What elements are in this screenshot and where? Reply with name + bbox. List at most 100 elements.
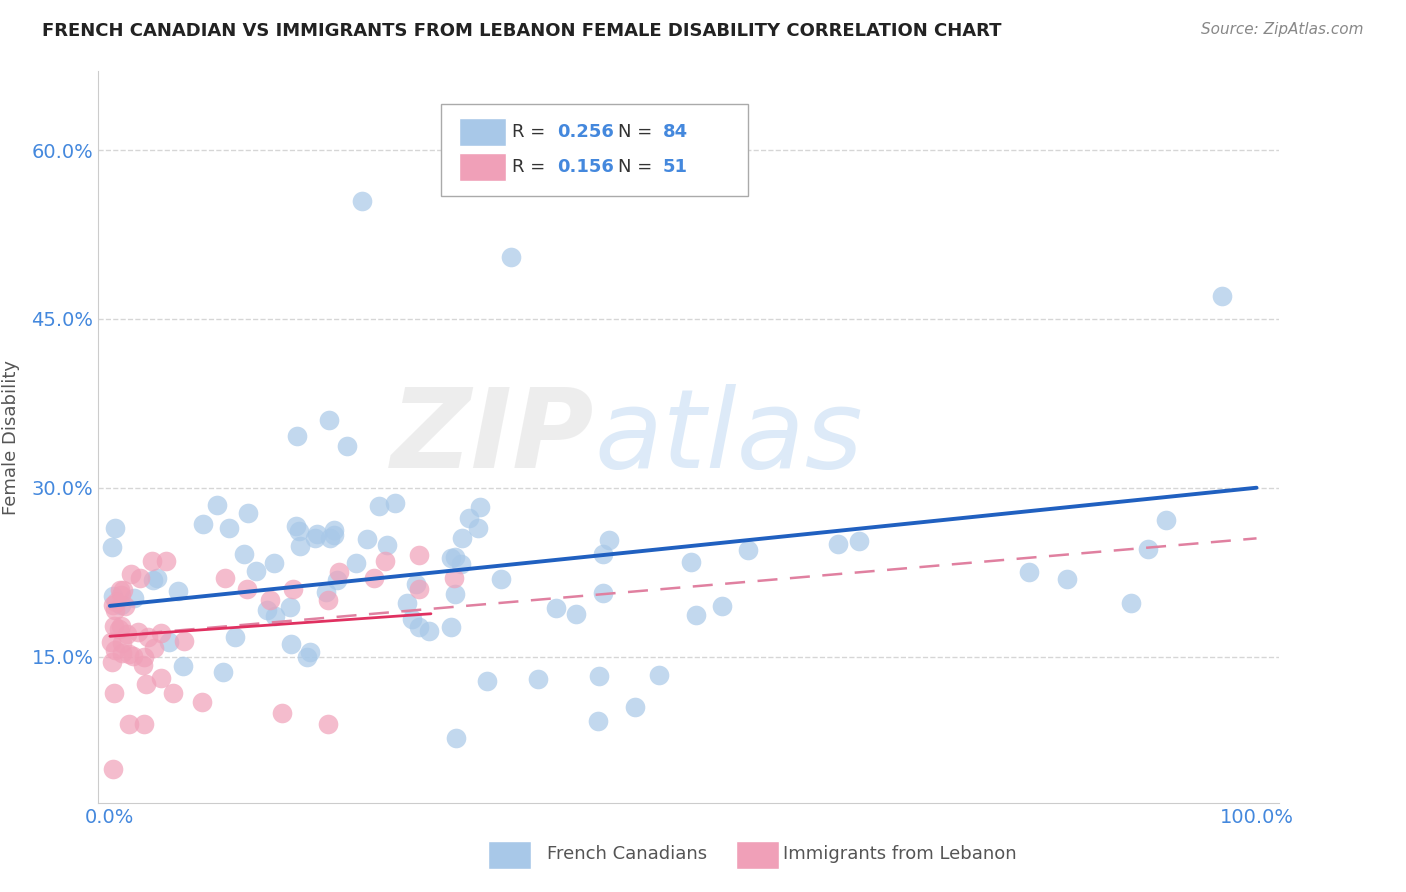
Point (297, 650, 319, 665)
Point (586, 714, 609, 729)
Point (304, 531, 326, 545)
Point (1137, 542, 1160, 557)
Point (328, 565, 350, 579)
Point (236, 506, 259, 520)
Point (315, 584, 337, 599)
Point (648, 668, 671, 682)
Point (592, 548, 614, 562)
Point (592, 586, 614, 600)
Point (111, 646, 134, 660)
FancyBboxPatch shape (458, 153, 506, 181)
Point (305, 527, 328, 541)
Point (526, 672, 548, 686)
Point (287, 429, 309, 443)
Point (115, 627, 138, 641)
Text: N =: N = (619, 158, 658, 177)
Point (173, 634, 195, 648)
Point (284, 519, 307, 533)
Y-axis label: Female Disability: Female Disability (3, 359, 21, 515)
Point (458, 511, 481, 525)
Point (283, 582, 305, 596)
Point (245, 564, 267, 578)
Point (104, 642, 127, 657)
Point (155, 554, 177, 568)
Point (110, 619, 132, 633)
Point (103, 762, 125, 776)
Point (588, 669, 610, 683)
Point (124, 591, 146, 606)
Point (401, 612, 423, 626)
Point (233, 547, 256, 561)
Text: 51: 51 (664, 158, 688, 177)
Point (288, 524, 311, 538)
Point (443, 571, 465, 585)
Point (848, 534, 870, 549)
Text: FRENCH CANADIAN VS IMMIGRANTS FROM LEBANON FEMALE DISABILITY CORRELATION CHART: FRENCH CANADIAN VS IMMIGRANTS FROM LEBAN… (42, 22, 1001, 40)
Point (127, 624, 149, 639)
Point (384, 495, 406, 509)
Point (111, 636, 134, 650)
Point (172, 659, 194, 673)
Point (263, 556, 285, 570)
Point (190, 694, 212, 708)
Point (475, 674, 498, 689)
Point (374, 554, 396, 568)
Point (259, 593, 281, 607)
Point (489, 572, 512, 586)
Point (623, 699, 645, 714)
Point (298, 645, 321, 659)
Point (128, 571, 150, 585)
Point (150, 671, 173, 685)
Point (405, 577, 427, 591)
Point (224, 630, 246, 644)
Point (142, 574, 165, 588)
Point (212, 665, 235, 679)
Text: 0.256: 0.256 (557, 123, 613, 141)
Point (1154, 513, 1177, 527)
Point (336, 439, 359, 453)
Point (711, 599, 734, 613)
Point (598, 533, 620, 547)
Point (467, 521, 489, 535)
Point (101, 655, 124, 669)
Point (325, 573, 347, 587)
Point (264, 609, 287, 624)
Point (132, 658, 155, 673)
Point (319, 531, 342, 545)
Point (318, 413, 340, 427)
Text: R =: R = (512, 123, 551, 141)
Point (367, 499, 389, 513)
Point (470, 500, 492, 515)
FancyBboxPatch shape (488, 841, 530, 869)
Point (236, 582, 259, 596)
Point (440, 620, 463, 634)
Point (214, 571, 236, 585)
FancyBboxPatch shape (441, 104, 748, 195)
Text: Immigrants from Lebanon: Immigrants from Lebanon (783, 845, 1017, 863)
Point (159, 635, 181, 649)
Point (323, 528, 346, 542)
Text: ZIP: ZIP (391, 384, 595, 491)
Point (290, 540, 312, 554)
Point (107, 622, 129, 636)
Point (440, 550, 463, 565)
Point (111, 582, 134, 597)
Text: 0.156: 0.156 (557, 158, 613, 177)
Point (218, 521, 240, 535)
Point (1018, 566, 1040, 580)
Point (104, 521, 127, 535)
Point (105, 595, 128, 609)
Point (141, 554, 163, 568)
Point (418, 624, 440, 638)
Point (120, 567, 142, 582)
Point (110, 599, 132, 613)
Point (104, 603, 127, 617)
Point (356, 533, 378, 547)
Point (363, 571, 385, 585)
Point (375, 538, 398, 552)
Text: R =: R = (512, 158, 551, 177)
Point (323, 523, 346, 537)
Point (162, 686, 184, 700)
Point (134, 649, 156, 664)
Point (352, 194, 374, 208)
